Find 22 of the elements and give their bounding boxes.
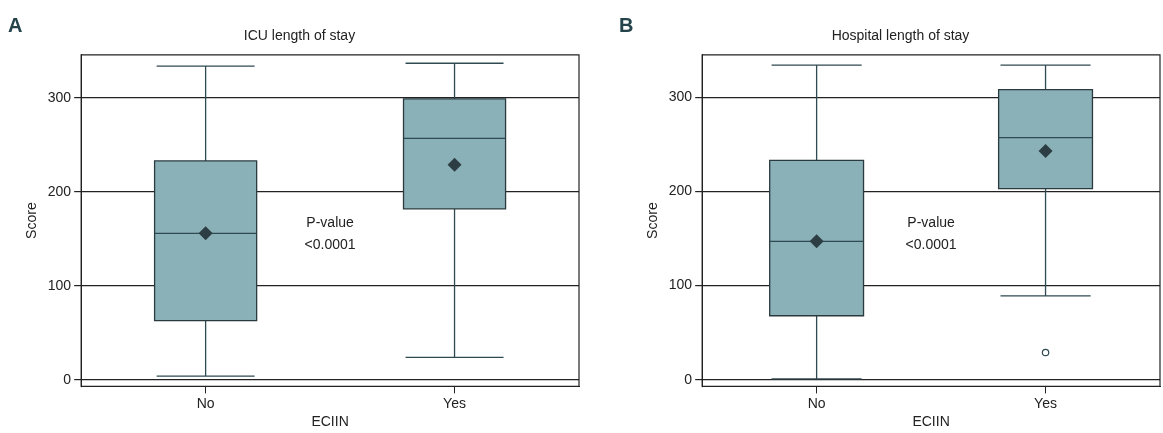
y-tick-label: 100 (668, 276, 693, 293)
x-axis-title: ECIIN (912, 413, 950, 430)
y-tick-label: 0 (684, 370, 693, 387)
text: B (619, 13, 634, 36)
annotation: P-value <0.0001 (304, 214, 356, 253)
y-tick-label: 300 (47, 88, 72, 105)
x-tick-label: Yes (1034, 394, 1057, 411)
y-tick-label: 0 (63, 370, 72, 387)
x-axis-title: ECIIN (311, 413, 349, 430)
annotation: P-value <0.0001 (905, 213, 957, 252)
y-axis-title: Score (23, 202, 40, 239)
y-tick-label: 200 (668, 182, 693, 199)
y-tick-label: 200 (47, 182, 72, 199)
y-tick-label: 100 (47, 276, 72, 293)
chart-title: ICU length of stay (243, 27, 356, 44)
chart-title: Hospital length of stay (831, 27, 970, 44)
y-axis-title: Score (644, 202, 661, 239)
y-tick-label: 300 (668, 88, 693, 105)
x-tick-label: No (807, 394, 826, 411)
x-tick-label: Yes (443, 394, 466, 411)
x-tick-label: No (196, 394, 215, 411)
text: A (8, 13, 23, 36)
